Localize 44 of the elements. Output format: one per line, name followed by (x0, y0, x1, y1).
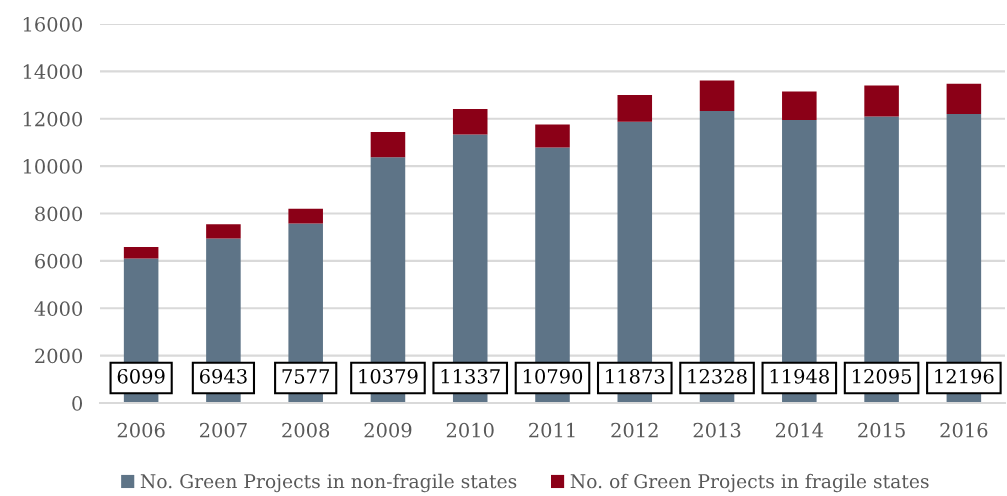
y-tick-label: 16000 (23, 16, 83, 32)
bar (946, 83, 982, 115)
y-tick-label: 12000 (23, 111, 83, 127)
data-label: 11873 (606, 368, 665, 384)
bar (782, 91, 817, 120)
legend-label: No. of Green Projects in fragile states (570, 473, 929, 493)
y-tick-label: 6000 (35, 253, 83, 269)
data-label: 10790 (523, 368, 583, 384)
y-tick-label: 0 (72, 395, 83, 411)
x-tick-label: 2015 (858, 422, 905, 438)
y-tick-label: 2000 (35, 348, 83, 364)
data-label: 10379 (359, 368, 418, 384)
bar (123, 246, 159, 259)
x-tick-label: 2006 (117, 422, 165, 438)
bar (864, 85, 899, 117)
bar (288, 208, 323, 224)
data-label: 6943 (199, 368, 247, 384)
x-tick-label: 2007 (199, 422, 247, 438)
y-tick-label: 14000 (23, 64, 83, 80)
x-tick-label: 2013 (693, 422, 741, 438)
data-label: 12196 (935, 368, 994, 384)
y-tick-label: 4000 (34, 301, 83, 316)
data-label: 11337 (441, 368, 500, 384)
x-tick-label: 2011 (529, 422, 575, 438)
data-label: 11948 (770, 368, 829, 384)
bar (452, 109, 488, 135)
x-tick-label: 2009 (364, 422, 412, 438)
x-tick-label: 2016 (940, 422, 988, 438)
bar (699, 80, 735, 111)
bar (617, 94, 653, 122)
bar (370, 132, 406, 158)
bar (535, 124, 570, 148)
x-tick-label: 2010 (446, 422, 494, 438)
x-tick-label: 2008 (282, 422, 330, 438)
x-tick-label: 2012 (611, 422, 658, 438)
data-label: 7577 (282, 369, 330, 384)
legend-label: No. Green Projects in non-fragile states (140, 473, 517, 493)
y-tick-label: 8000 (35, 206, 83, 222)
y-tick-label: 10000 (23, 159, 83, 174)
data-label: 12328 (688, 368, 747, 384)
data-label: 6099 (117, 368, 165, 384)
bar (206, 224, 241, 239)
x-tick-label: 2014 (775, 422, 824, 438)
data-label: 12095 (853, 368, 912, 384)
